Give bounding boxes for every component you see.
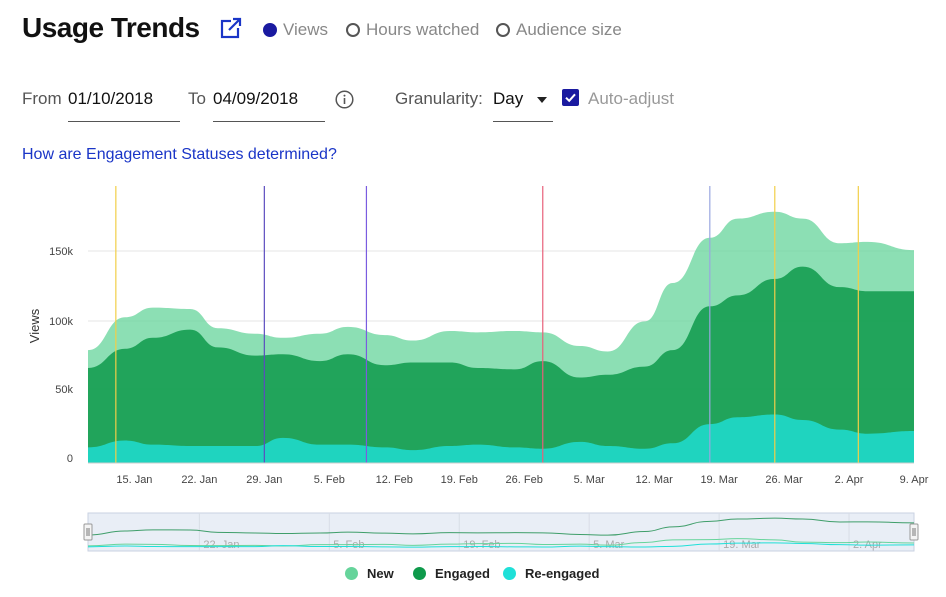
- y-tick-label: 100k: [49, 316, 73, 328]
- navigator-tick-label: 19. Mar: [723, 539, 761, 551]
- area-engaged: [88, 266, 914, 463]
- legend-item-engaged[interactable]: Engaged: [413, 566, 490, 581]
- legend-item-re-engaged[interactable]: Re-engaged: [503, 566, 599, 581]
- radio-unselected-icon: [346, 23, 360, 37]
- x-tick-label: 26. Feb: [506, 474, 543, 486]
- x-tick-label: 12. Mar: [635, 474, 673, 486]
- metric-radio-views[interactable]: Views: [263, 20, 328, 40]
- metric-radio-hours-watched[interactable]: Hours watched: [346, 20, 479, 40]
- granularity-value: Day: [493, 89, 524, 108]
- checkmark-icon: [565, 93, 576, 103]
- auto-adjust-label: Auto-adjust: [588, 89, 674, 108]
- navigator-tick-label: 19. Feb: [463, 539, 500, 551]
- legend-swatch: [503, 567, 516, 580]
- x-tick-label: 15. Jan: [116, 474, 152, 486]
- from-label: From: [22, 89, 62, 108]
- navigator-line-new: [87, 538, 915, 547]
- y-axis-label: Views: [27, 308, 42, 343]
- external-link-icon[interactable]: [219, 16, 243, 40]
- info-icon[interactable]: [335, 90, 354, 109]
- granularity-select[interactable]: Day: [493, 82, 553, 122]
- x-tick-label: 12. Feb: [376, 474, 413, 486]
- x-tick-label: 5. Feb: [314, 474, 345, 486]
- x-tick-label: 19. Feb: [441, 474, 478, 486]
- granularity-label: Granularity:: [395, 89, 483, 108]
- x-tick-label: 19. Mar: [700, 474, 738, 486]
- legend-swatch: [413, 567, 426, 580]
- engagement-help-link[interactable]: How are Engagement Statuses determined?: [22, 146, 337, 163]
- metric-label-views: Views: [283, 20, 329, 39]
- x-tick-label: 26. Mar: [765, 474, 803, 486]
- to-label: To: [188, 89, 206, 108]
- chevron-down-icon: [537, 96, 548, 103]
- radio-unselected-icon: [496, 23, 510, 37]
- area-re-engaged: [88, 414, 914, 463]
- radio-selected-icon: [263, 23, 277, 37]
- legend-label-new: New: [367, 566, 394, 581]
- legend-label-engaged: Engaged: [435, 566, 490, 581]
- y-tick-label: 0: [67, 453, 73, 465]
- navigator-handle-right[interactable]: [909, 523, 919, 541]
- navigator-handle-left[interactable]: [83, 523, 93, 541]
- y-tick-label: 50k: [55, 384, 73, 396]
- x-tick-label: 5. Mar: [574, 474, 606, 486]
- x-tick-label: 29. Jan: [246, 474, 282, 486]
- navigator-line-re-engaged: [87, 542, 915, 548]
- navigator-tick-label: 22. Jan: [203, 539, 239, 551]
- metric-radio-audience-size[interactable]: Audience size: [496, 20, 622, 40]
- to-date-input[interactable]: 04/09/2018: [213, 82, 325, 122]
- x-tick-label: 2. Apr: [835, 474, 864, 486]
- legend-item-new[interactable]: New: [345, 566, 394, 581]
- metric-label-audience-size: Audience size: [516, 20, 622, 39]
- auto-adjust-checkbox[interactable]: [562, 89, 579, 106]
- navigator-line-total: [87, 517, 915, 536]
- x-tick-label: 9. Apr: [900, 474, 929, 486]
- page-title: Usage Trends: [22, 12, 200, 43]
- legend-swatch: [345, 567, 358, 580]
- y-tick-label: 150k: [49, 246, 73, 258]
- metric-label-hours-watched: Hours watched: [366, 20, 480, 39]
- from-date-input[interactable]: 01/10/2018: [68, 82, 180, 122]
- x-tick-label: 22. Jan: [181, 474, 217, 486]
- legend-label-re-engaged: Re-engaged: [525, 566, 600, 581]
